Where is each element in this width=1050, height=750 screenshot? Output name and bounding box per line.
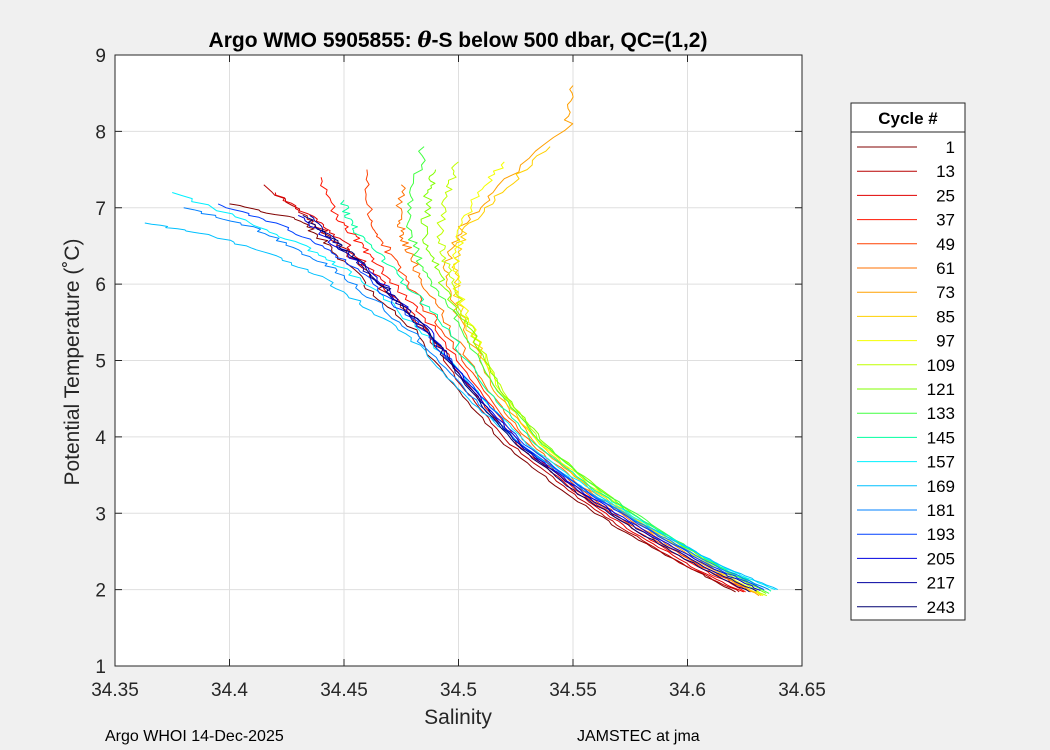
legend-label: 97 [936, 332, 955, 351]
legend-label: 37 [936, 211, 955, 230]
series-line-cycle-37 [320, 177, 746, 593]
x-tick-label: 34.6 [669, 680, 706, 701]
legend-label: 85 [936, 307, 955, 326]
legend-label: 157 [927, 453, 955, 472]
chart-title: Argo WMO 5905855: θ-S below 500 dbar, QC… [209, 27, 708, 52]
legend-entry-49: 49 [857, 235, 955, 254]
legend-entry-97: 97 [857, 332, 955, 351]
legend-label: 61 [936, 259, 955, 278]
legend-title: Cycle # [878, 109, 938, 128]
y-tick-label: 1 [95, 657, 106, 678]
series-line-cycle-169 [144, 222, 778, 591]
legend-label: 145 [927, 428, 955, 447]
legend-entry-243: 243 [857, 598, 955, 617]
legend-entry-61: 61 [857, 259, 955, 278]
y-tick-label: 7 [95, 199, 106, 220]
legend-entry-193: 193 [857, 525, 955, 544]
legend-entry-25: 25 [857, 186, 955, 205]
legend-entry-205: 205 [857, 549, 955, 568]
x-tick-label: 34.65 [778, 680, 826, 701]
x-tick-label: 34.35 [91, 680, 139, 701]
legend-entry-181: 181 [857, 501, 955, 520]
y-tick-label: 6 [95, 275, 106, 296]
legend-label: 1 [946, 138, 955, 157]
title-prefix: Argo WMO 5905855: [209, 29, 418, 52]
legend-entry-217: 217 [857, 574, 955, 593]
legend-label: 133 [927, 404, 955, 423]
series-line-cycle-243 [302, 214, 750, 593]
y-tick-label: 5 [95, 352, 106, 373]
legend-label: 243 [927, 598, 955, 617]
legend-label: 169 [927, 477, 955, 496]
legend-entry-169: 169 [857, 477, 955, 496]
legend-label: 193 [927, 525, 955, 544]
series-line-cycle-181 [183, 207, 770, 591]
legend-entries: 1 13 25 37 49 61 73 85 97 109 121 133 145 157 169 181 19… [857, 138, 955, 617]
legend-entry-13: 13 [857, 162, 955, 181]
legend-label: 181 [927, 501, 955, 520]
y-tick-label: 8 [95, 122, 106, 143]
title-suffix: -S below 500 dbar, QC=(1,2) [431, 29, 707, 52]
legend-label: 49 [936, 235, 955, 254]
axis-ticks: 34.35 34.4 34.45 34.5 34.55 34.6 34.65 1 2 3 4 5 6 7 8… [91, 46, 826, 701]
y-tick-label: 9 [95, 46, 106, 67]
legend-entry-133: 133 [857, 404, 955, 423]
title-theta-symbol: θ [417, 27, 431, 52]
series-line-cycle-205 [297, 214, 761, 591]
y-axis-label: Potential Temperature (˚C) [61, 238, 84, 485]
legend-label: 73 [936, 283, 955, 302]
footer-left: Argo WHOI 14-Dec-2025 [105, 728, 284, 745]
series-line-cycle-1 [229, 203, 736, 593]
legend-entry-37: 37 [857, 211, 955, 230]
legend-entry-1: 1 [857, 138, 955, 157]
x-tick-label: 34.45 [320, 680, 368, 701]
footer-right: JAMSTEC at jma [577, 728, 700, 745]
y-tick-label: 2 [95, 581, 106, 602]
x-tick-label: 34.5 [440, 680, 477, 701]
legend-label: 121 [927, 380, 955, 399]
legend-label: 109 [927, 356, 955, 375]
legend-label: 13 [936, 162, 955, 181]
legend-label: 25 [936, 186, 955, 205]
y-tick-label: 3 [95, 504, 106, 525]
legend-entry-157: 157 [857, 453, 955, 472]
legend-label: 217 [927, 574, 955, 593]
series-line-cycle-13 [263, 184, 740, 593]
series-line-cycle-61 [395, 184, 753, 593]
x-tick-label: 34.4 [211, 680, 248, 701]
x-tick-label: 34.55 [549, 680, 597, 701]
legend-entry-85: 85 [857, 307, 955, 326]
y-tick-label: 4 [95, 428, 106, 449]
series-line-cycle-97 [452, 161, 764, 597]
data-series [144, 85, 778, 597]
legend-entry-109: 109 [857, 356, 955, 375]
legend-label: 205 [927, 549, 955, 568]
legend: Cycle # 1 13 25 37 49 61 73 85 97 109 121 133 145 157… [850, 102, 966, 621]
series-line-cycle-145 [340, 199, 772, 592]
legend-entry-73: 73 [857, 283, 955, 302]
legend-entry-145: 145 [857, 428, 955, 447]
legend-entry-121: 121 [857, 380, 955, 399]
x-axis-label: Salinity [424, 706, 492, 729]
